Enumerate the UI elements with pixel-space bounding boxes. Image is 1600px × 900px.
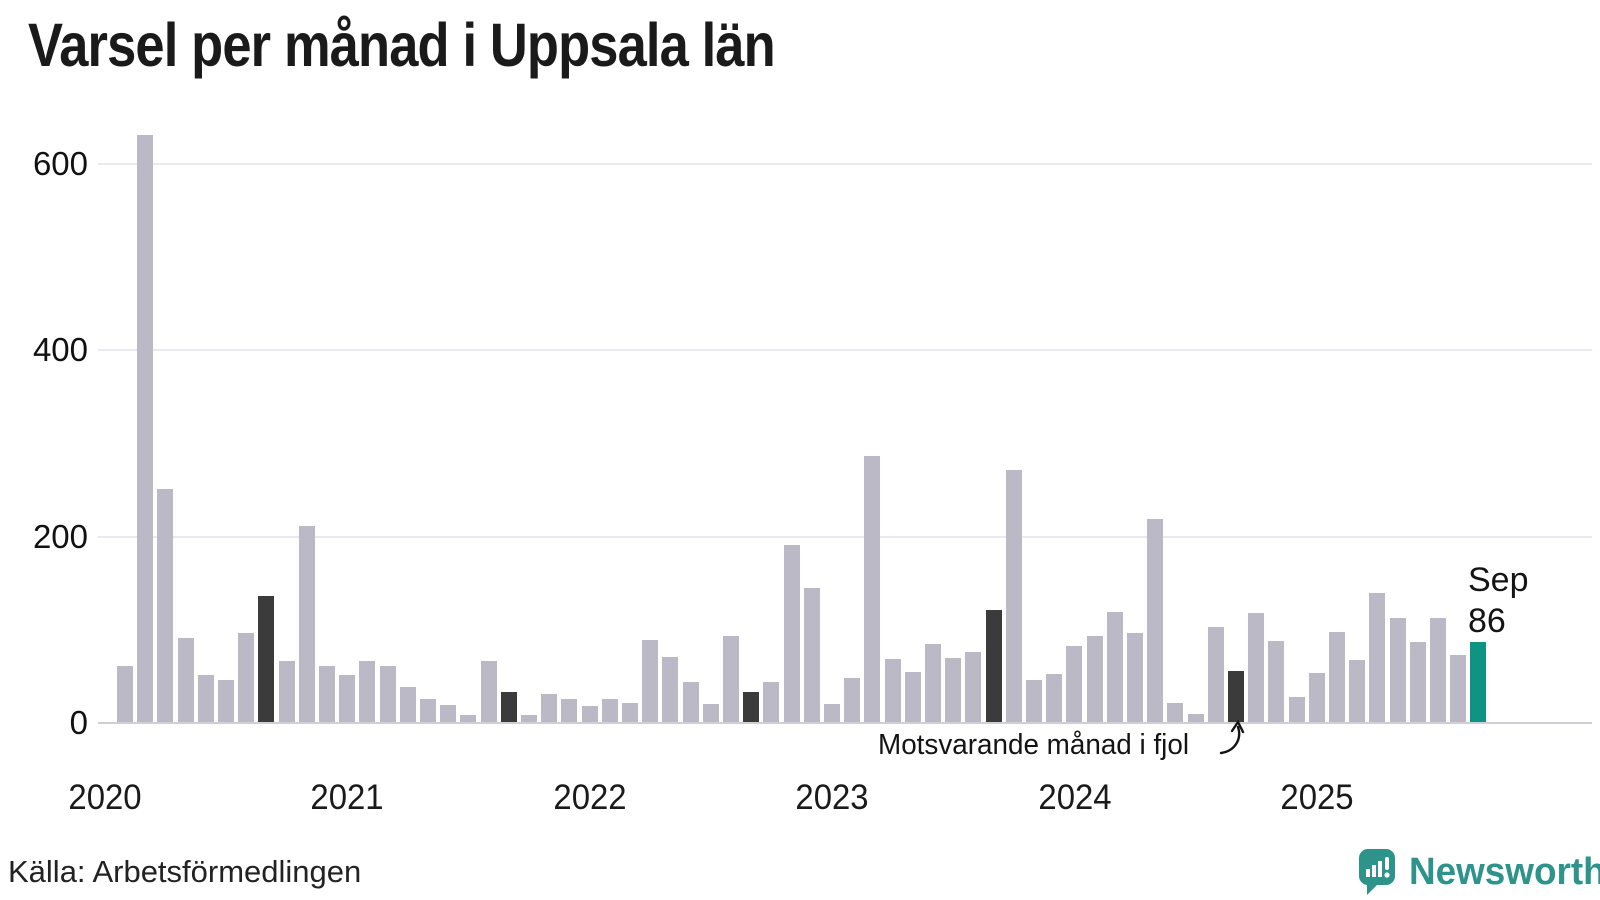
bar-2025-09	[1470, 642, 1486, 722]
bar-2024-06	[1167, 703, 1183, 722]
bar-2021-07	[460, 715, 476, 722]
bar-2025-04	[1369, 593, 1385, 722]
bar-2022-10	[763, 682, 779, 722]
bar-2025-01	[1309, 673, 1325, 722]
bar-2023-06	[925, 644, 941, 722]
x-tick-label-2023: 2023	[795, 778, 869, 817]
bar-2020-06	[198, 675, 214, 722]
x-tick-label-2024: 2024	[1038, 778, 1112, 817]
bar-2022-04	[642, 640, 658, 722]
bar-2024-09	[1228, 671, 1244, 722]
bar-2023-10	[1006, 470, 1022, 722]
bar-2022-08	[723, 636, 739, 722]
bar-2022-05	[662, 657, 678, 722]
bar-2021-12	[561, 699, 577, 722]
bar-2025-07	[1430, 618, 1446, 722]
bar-2023-01	[824, 704, 840, 722]
bar-2022-03	[622, 703, 638, 722]
bar-2025-02	[1329, 632, 1345, 722]
annotation-arrow-icon	[1219, 719, 1245, 755]
gridline-400	[98, 349, 1592, 351]
bar-2025-05	[1390, 618, 1406, 722]
bar-2025-06	[1410, 642, 1426, 722]
bar-2021-08	[481, 661, 497, 722]
bar-2022-11	[784, 545, 800, 722]
bar-2020-02	[117, 666, 133, 722]
bar-2024-04	[1127, 633, 1143, 722]
bar-2022-12	[804, 588, 820, 722]
x-tick-label-2022: 2022	[553, 778, 627, 817]
bar-2020-11	[299, 526, 315, 722]
x-axis-baseline	[98, 722, 1592, 724]
bar-2021-03	[380, 666, 396, 722]
bar-2024-03	[1107, 612, 1123, 722]
bar-2022-07	[703, 704, 719, 722]
bar-2021-01	[339, 675, 355, 722]
bar-2023-09	[986, 610, 1002, 722]
bar-2020-12	[319, 666, 335, 722]
bar-2025-08	[1450, 655, 1466, 722]
y-tick-label-600: 600	[32, 145, 88, 182]
bar-2020-03	[137, 135, 153, 722]
bar-2020-04	[157, 489, 173, 722]
x-tick-label-2020: 2020	[68, 778, 142, 817]
current-month-value: 86	[1468, 602, 1506, 640]
newsworthy-wordmark: Newsworthy	[1409, 850, 1600, 893]
bar-2021-02	[359, 661, 375, 722]
bar-2023-02	[844, 678, 860, 722]
bar-2023-04	[885, 659, 901, 722]
bar-2020-07	[218, 680, 234, 722]
bar-2024-05	[1147, 519, 1163, 722]
bar-2020-10	[279, 661, 295, 722]
bar-2023-11	[1026, 680, 1042, 722]
bar-2024-02	[1087, 636, 1103, 722]
same-month-annotation: Motsvarande månad i fjol	[878, 729, 1190, 761]
bar-2023-07	[945, 658, 961, 722]
y-tick-label-0: 0	[69, 704, 88, 741]
bar-2021-04	[400, 687, 416, 722]
current-month-name: Sep	[1468, 561, 1529, 599]
bar-2022-01	[582, 706, 598, 722]
bar-2023-08	[965, 652, 981, 722]
newsworthy-logo-link[interactable]: Newsworthy	[1358, 848, 1600, 896]
x-tick-label-2021: 2021	[310, 778, 384, 817]
newsworthy-bubble-icon	[1359, 849, 1395, 895]
bar-2024-12	[1289, 697, 1305, 722]
bar-2025-03	[1349, 660, 1365, 722]
bar-2023-05	[905, 672, 921, 722]
bar-2021-06	[440, 705, 456, 722]
bar-2022-09	[743, 692, 759, 722]
bar-2020-05	[178, 638, 194, 722]
y-tick-label-400: 400	[32, 331, 88, 368]
bar-2022-02	[602, 699, 618, 722]
bar-2021-05	[420, 699, 436, 722]
bar-2024-07	[1188, 714, 1204, 722]
bar-2023-12	[1046, 674, 1062, 722]
bar-2021-09	[501, 692, 517, 722]
bar-2024-08	[1208, 627, 1224, 722]
bar-2024-10	[1248, 613, 1264, 722]
x-tick-label-2025: 2025	[1280, 778, 1354, 817]
bar-2020-09	[258, 596, 274, 722]
current-month-callout: Sep 86	[1468, 560, 1529, 642]
bar-2024-01	[1066, 646, 1082, 722]
gridline-200	[98, 536, 1592, 538]
y-tick-label-200: 200	[32, 518, 88, 555]
bar-2022-06	[683, 682, 699, 722]
chart-title: Varsel per månad i Uppsala län	[28, 11, 776, 79]
bar-2021-10	[521, 715, 537, 722]
source-credit: Källa: Arbetsförmedlingen	[8, 854, 362, 889]
bar-2023-03	[864, 456, 880, 722]
bar-2021-11	[541, 694, 557, 722]
gridline-600	[98, 163, 1592, 165]
bar-2020-08	[238, 633, 254, 722]
bar-2024-11	[1268, 641, 1284, 722]
